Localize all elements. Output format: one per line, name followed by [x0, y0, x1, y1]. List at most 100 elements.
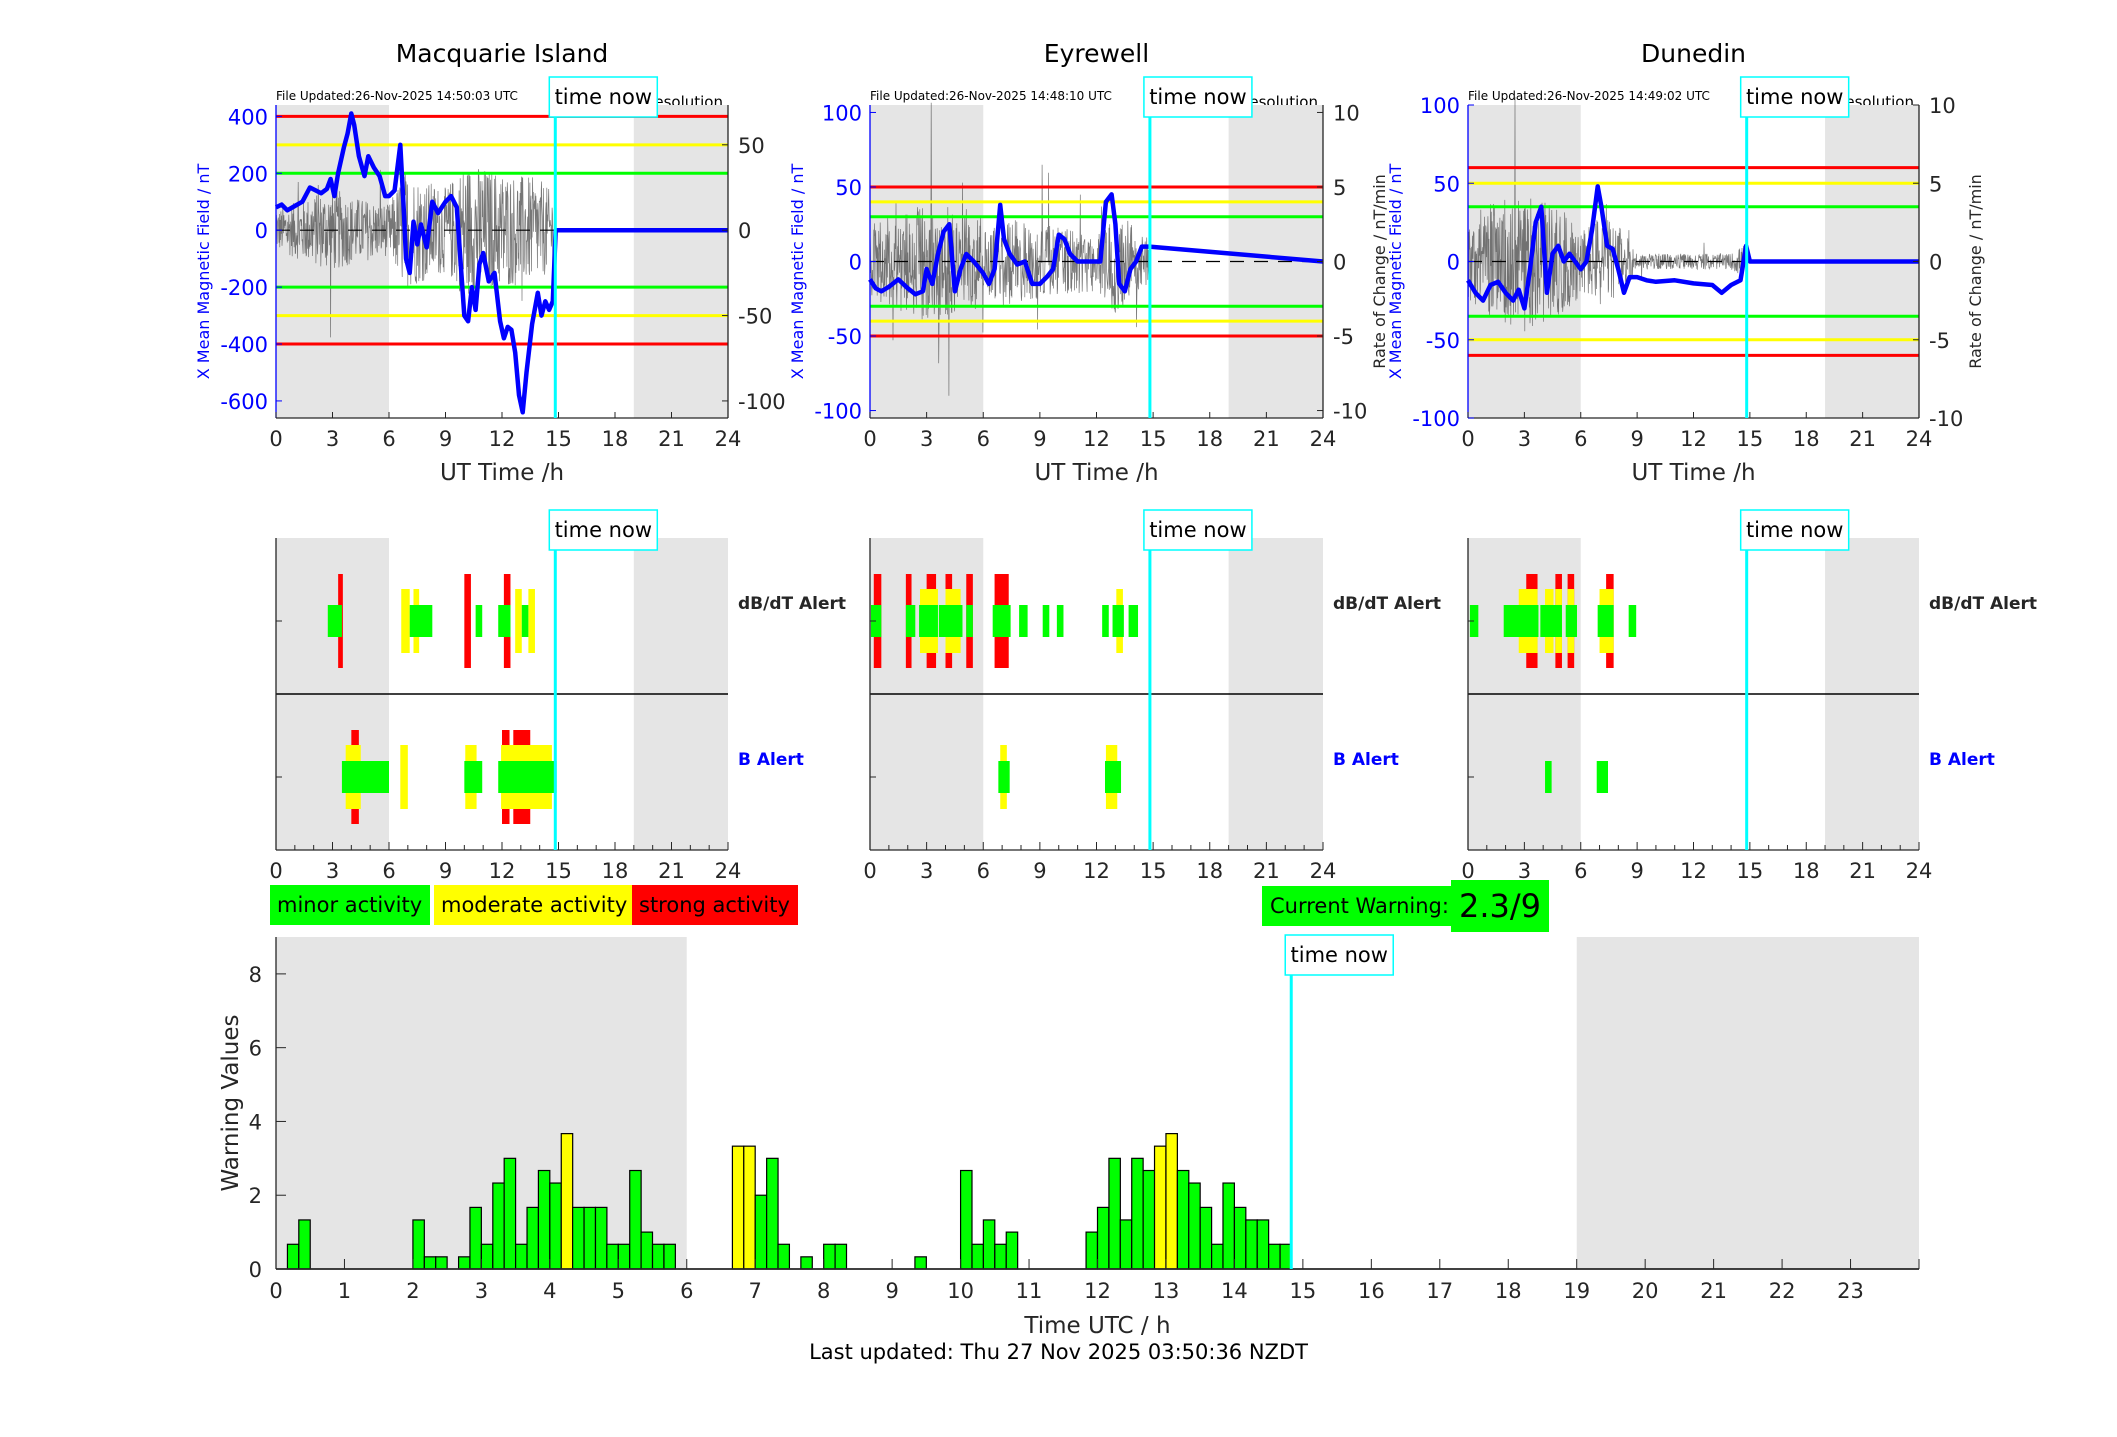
night-shade [633, 105, 728, 418]
x-tick-label: 9 [439, 427, 452, 451]
warning-bar [982, 1219, 996, 1270]
x-tick-label: 7 [749, 1279, 762, 1303]
alert-block-minor [938, 605, 963, 637]
warning-bar [914, 1256, 927, 1270]
warning-bar [583, 1206, 597, 1270]
warning-bar [572, 1206, 585, 1270]
alert-panel-eyrewell: dB/dT Alert B Alert 0 3 6 9 12 15 18 21 24 time now [863, 509, 1441, 883]
x-tick-label: 22 [1769, 1279, 1796, 1303]
warning-bar [435, 1256, 448, 1270]
x-tick-label: 24 [1310, 427, 1337, 451]
x-tick-label: 3 [326, 859, 339, 883]
alert-block-minor [1518, 605, 1539, 637]
warning-bar [469, 1206, 482, 1270]
x-tick-label: 3 [326, 427, 339, 451]
x-tick-label: 12 [1083, 427, 1110, 451]
warning-bar [480, 1243, 494, 1270]
warning-bar [1119, 1219, 1133, 1270]
alert-block-minor [1503, 605, 1520, 637]
x-tick-label: 18 [602, 427, 629, 451]
warning-bar [1245, 1219, 1258, 1270]
warning-bar [777, 1243, 791, 1270]
alert-block-minor [1102, 605, 1109, 637]
last-updated: Last updated: Thu 27 Nov 2025 03:50:36 N… [809, 1340, 1308, 1364]
x-tick-label: 0 [269, 1279, 282, 1303]
x-tick-label: 9 [439, 859, 452, 883]
x-tick-label: 24 [715, 859, 742, 883]
alert-block-minor [341, 761, 389, 793]
x-tick-label: 21 [1253, 427, 1280, 451]
warning-bar [1199, 1206, 1213, 1270]
time-now-box [1143, 76, 1253, 118]
time-now-label: time now [555, 85, 652, 109]
warning-bar [537, 1169, 551, 1270]
warning-bar [286, 1243, 300, 1270]
x-tick-label: 12 [1680, 427, 1707, 451]
y-tick-label: 2 [249, 1184, 262, 1208]
alert-block-moderate [515, 589, 522, 653]
y-tick-label: 8 [249, 963, 262, 987]
warning-bar [959, 1169, 973, 1270]
y-right-tick-label: -100 [738, 390, 786, 414]
rate-of-change-trace [275, 169, 556, 338]
x-tick-label: 21 [658, 427, 685, 451]
x-tick-label: 14 [1221, 1279, 1248, 1303]
x-tick-label: 10 [947, 1279, 974, 1303]
warning-bar [1188, 1182, 1201, 1270]
warning-bar [834, 1243, 848, 1270]
alert-row-label: B Alert [738, 750, 804, 770]
x-tick-label: 0 [269, 427, 282, 451]
warning-bar [1268, 1243, 1281, 1270]
x-tick-label: 19 [1563, 1279, 1590, 1303]
alert-block-minor [1540, 605, 1562, 637]
file-updated: File Updated:26-Nov-2025 14:49:02 UTC [1468, 89, 1710, 103]
alert-block-minor [905, 605, 916, 637]
warning-bar [731, 1145, 745, 1270]
x-tick-label: 21 [1849, 427, 1876, 451]
field-mean-line [274, 111, 728, 415]
alert-block-moderate [400, 745, 408, 809]
x-tick-label: 3 [920, 427, 933, 451]
alert-block-minor [498, 605, 511, 637]
x-tick-label: 12 [489, 859, 516, 883]
y-left-tick-label: -100 [1412, 407, 1460, 431]
field-mean-line [1466, 184, 1919, 311]
y-right-tick-label: 0 [1333, 251, 1346, 275]
x-tick-label: 3 [1518, 859, 1531, 883]
alert-block-minor [1565, 605, 1577, 637]
x-tick-label: 15 [1737, 427, 1764, 451]
x-tick-label: 12 [1084, 1279, 1111, 1303]
warning-bar [1096, 1206, 1110, 1270]
x-tick-label: 12 [1083, 859, 1110, 883]
y-left-tick-label: 100 [822, 101, 862, 125]
y-axis-label: Warning Values [218, 1014, 244, 1191]
alert-block-strong [464, 574, 471, 668]
y-right-tick-label: -50 [738, 305, 772, 329]
warning-bar [651, 1243, 665, 1270]
y-right-tick-label: -10 [1929, 407, 1963, 431]
field-chart-macquarie-island: Macquarie Island File Updated:26-Nov-2025… [194, 39, 786, 486]
warning-bar [1165, 1133, 1178, 1270]
y-left-tick-label: -400 [220, 333, 268, 357]
warning-bar [492, 1182, 505, 1270]
x-tick-label: 24 [715, 427, 742, 451]
alert-block-minor [870, 605, 882, 637]
y-right-tick-label: 50 [738, 134, 765, 158]
warning-bar [994, 1243, 1007, 1270]
x-tick-label: 0 [863, 427, 876, 451]
alert-row-label: dB/dT Alert [1333, 594, 1441, 614]
time-now-box [548, 509, 659, 551]
x-tick-label: 20 [1632, 1279, 1659, 1303]
file-updated: File Updated:26-Nov-2025 14:50:03 UTC [276, 89, 518, 103]
x-tick-label: 18 [1196, 859, 1223, 883]
x-axis-label: UT Time /h [1034, 460, 1158, 486]
warning-bar [503, 1157, 517, 1270]
x-tick-label: 15 [1140, 859, 1167, 883]
y-left-tick-label: 0 [1447, 251, 1460, 275]
x-tick-label: 2 [406, 1279, 419, 1303]
alert-block-minor [498, 761, 557, 793]
time-now-box [1739, 76, 1850, 118]
y-left-tick-label: 100 [1420, 94, 1460, 118]
y-left-axis-label: X Mean Magnetic Field / nT [194, 164, 213, 380]
x-tick-label: 16 [1358, 1279, 1385, 1303]
